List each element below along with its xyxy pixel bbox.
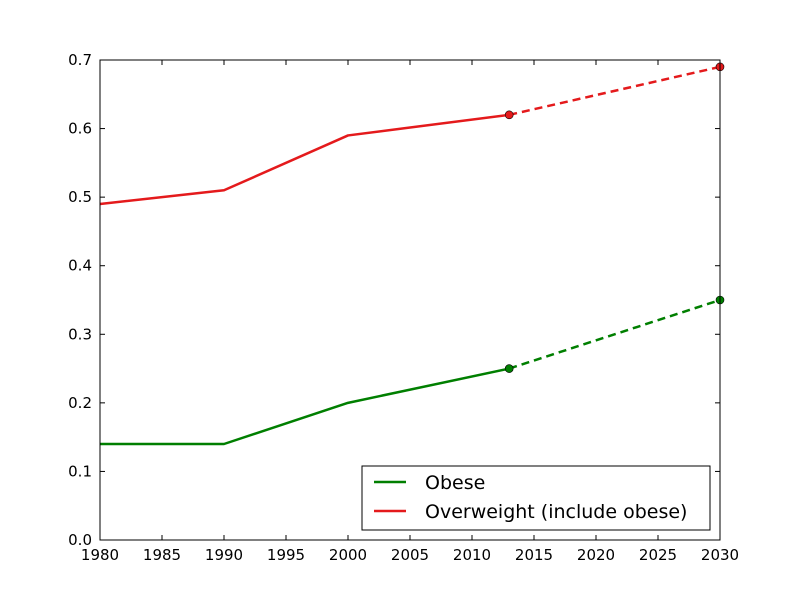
- y-tick-label: 0.4: [68, 257, 92, 275]
- x-tick-label: 2000: [329, 546, 367, 564]
- y-tick-label: 0.1: [68, 462, 92, 480]
- x-tick-label: 2020: [577, 546, 615, 564]
- x-tick-label: 1980: [81, 546, 119, 564]
- y-tick-labels: 0.0 0.1 0.2 0.3 0.4 0.5 0.6 0.7: [68, 51, 92, 549]
- data-point-overweight: [504, 110, 514, 120]
- series-line-obese: [100, 367, 510, 446]
- ticks-layer: [99, 59, 721, 541]
- y-tick-label: 0.2: [68, 394, 92, 412]
- y-tick-label: 0.5: [68, 188, 92, 206]
- x-tick-label: 1995: [267, 546, 305, 564]
- x-tick-label: 2015: [515, 546, 553, 564]
- data-point-obese: [504, 364, 514, 373]
- legend: Obese Overweight (include obese): [361, 465, 711, 531]
- series-line-overweight: [99, 113, 510, 206]
- projection-line-overweight: [508, 65, 721, 117]
- y-tick-label: 0.7: [68, 51, 92, 69]
- y-tick-label: 0.3: [68, 325, 92, 343]
- x-tick-label: 2010: [453, 546, 491, 564]
- legend-label-overweight: Overweight (include obese): [425, 501, 687, 523]
- x-tick-label: 2025: [639, 546, 677, 564]
- series-layer: [99, 62, 725, 446]
- projection-line-obese: [508, 298, 721, 370]
- x-tick-labels: 1980 1985 1990 1995 2000 2005 2010 2015 2020 2025…: [81, 546, 739, 564]
- y-tick-label: 0.0: [68, 531, 92, 549]
- x-tick-label: 1990: [205, 546, 243, 564]
- y-tick-label: 0.6: [68, 120, 92, 138]
- x-tick-label: 1985: [143, 546, 181, 564]
- x-tick-label: 2030: [701, 546, 739, 564]
- x-tick-label: 2005: [391, 546, 429, 564]
- legend-box: [361, 465, 711, 531]
- legend-label-obese: Obese: [425, 472, 485, 494]
